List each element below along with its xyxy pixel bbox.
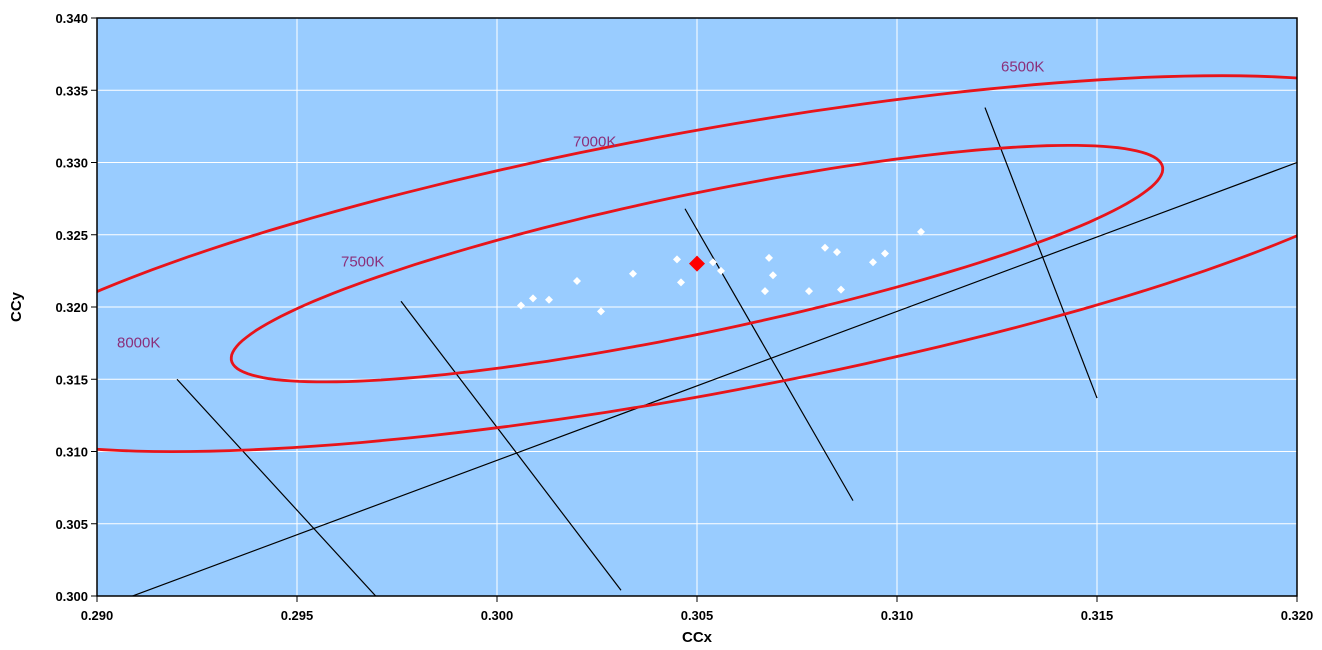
y-axis: 0.300 0.305 0.310 0.315 0.320 0.325 0.330 0.335… xyxy=(55,11,97,604)
x-tick-label: 0.300 xyxy=(481,608,514,623)
x-axis-title: CCx xyxy=(682,629,713,646)
cct-label-8000k: 8000K xyxy=(117,334,160,351)
y-tick-label: 0.325 xyxy=(55,228,88,243)
y-tick-label: 0.315 xyxy=(55,372,88,387)
x-axis: 0.290 0.295 0.300 0.305 0.310 0.315 0.320 xyxy=(81,596,1314,623)
x-tick-label: 0.315 xyxy=(1081,608,1114,623)
x-tick-label: 0.305 xyxy=(681,608,714,623)
x-tick-label: 0.310 xyxy=(881,608,914,623)
x-tick-label: 0.295 xyxy=(281,608,314,623)
x-tick-label: 0.290 xyxy=(81,608,114,623)
y-tick-label: 0.330 xyxy=(55,156,88,171)
y-tick-label: 0.340 xyxy=(55,11,88,26)
cct-label-7000k: 7000K xyxy=(573,134,616,151)
y-tick-label: 0.305 xyxy=(55,517,88,532)
y-axis-title: CCy xyxy=(8,291,25,322)
cct-label-6500k: 6500K xyxy=(1001,58,1044,75)
y-tick-label: 0.310 xyxy=(55,445,88,460)
x-tick-label: 0.320 xyxy=(1281,608,1314,623)
y-tick-label: 0.300 xyxy=(55,589,88,604)
cct-label-7500k: 7500K xyxy=(341,254,384,271)
y-tick-label: 0.320 xyxy=(55,300,88,315)
y-tick-label: 0.335 xyxy=(55,83,88,98)
